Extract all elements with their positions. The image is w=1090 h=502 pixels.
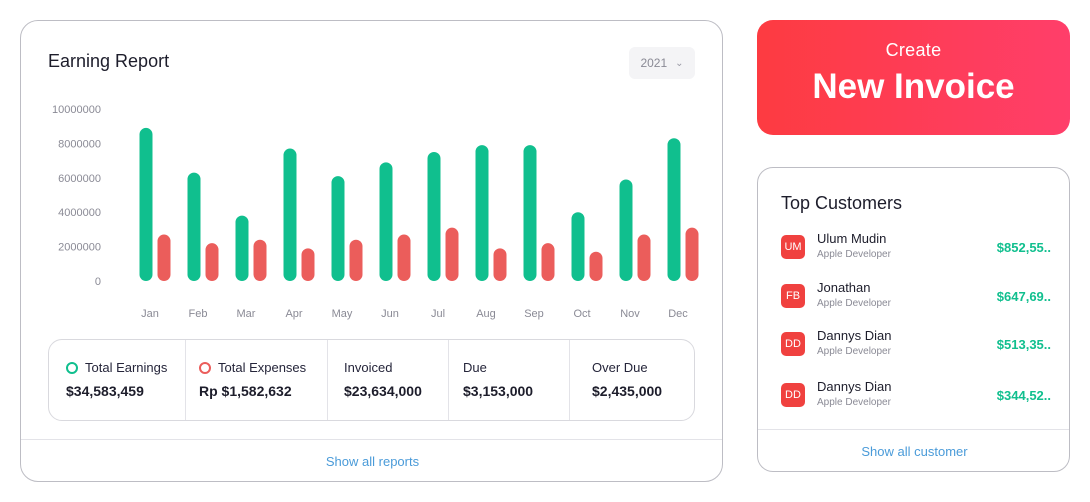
customers-title: Top Customers: [781, 193, 903, 213]
x-tick-label: Jun: [381, 308, 399, 320]
overdue-label: Over Due: [592, 360, 648, 375]
x-tick-label: Jan: [141, 308, 159, 320]
customer-role: Apple Developer: [817, 298, 891, 309]
customer-role: Apple Developer: [817, 346, 891, 357]
bar-expenses: [685, 227, 699, 281]
summary-overdue: Over Due $2,435,000: [570, 340, 694, 420]
earnings-legend-icon: [66, 361, 78, 374]
x-tick-label: Nov: [620, 308, 640, 320]
avatar: DD: [781, 332, 805, 356]
bar-expenses: [157, 234, 171, 281]
show-all-customers-link[interactable]: Show all customer: [861, 444, 968, 459]
customer-row[interactable]: DD Dannys Dian Apple Developer $513,35..: [781, 328, 1051, 364]
earnings-value: $34,583,459: [66, 383, 144, 399]
x-tick-label: Dec: [668, 308, 688, 320]
summary-expenses: Total Expenses Rp $1,582,632: [186, 340, 328, 420]
bar-expenses: [589, 251, 603, 281]
bar-earnings: [139, 127, 153, 281]
expenses-value: Rp $1,582,632: [199, 383, 292, 399]
earning-chart: 10000000 8000000 6000000 4000000 2000000 0 Jan…: [52, 104, 699, 320]
overdue-value: $2,435,000: [592, 383, 663, 399]
customer-amount: $647,69..: [996, 289, 1051, 304]
bar-earnings: [523, 145, 537, 281]
customer-row[interactable]: DD Dannys Dian Apple Developer $344,52..: [781, 379, 1051, 415]
report-footer: Show all reports: [21, 439, 722, 481]
bar-earnings: [619, 179, 633, 281]
y-tick-label: 2000000: [58, 242, 101, 254]
y-tick-label: 0: [95, 276, 101, 288]
customer-row[interactable]: FB Jonathan Apple Developer $647,69..: [781, 280, 1051, 316]
expenses-legend-icon: [199, 361, 211, 374]
summary-due: Due $3,153,000: [449, 340, 570, 420]
year-select[interactable]: 2021 ⌄: [629, 47, 695, 79]
chevron-down-icon: ⌄: [675, 57, 684, 69]
customer-name: Dannys Dian: [817, 328, 892, 343]
bar-earnings: [571, 212, 585, 281]
bar-earnings: [379, 162, 393, 281]
customers-footer: Show all customer: [758, 429, 1069, 471]
bar-expenses: [205, 243, 219, 281]
customer-role: Apple Developer: [817, 397, 891, 408]
x-tick-label: Mar: [237, 308, 256, 320]
bar-earnings: [331, 176, 345, 281]
summary-earnings: Total Earnings $34,583,459: [49, 340, 186, 420]
create-invoice-button[interactable]: Create New Invoice: [757, 20, 1070, 135]
new-invoice-label: New Invoice: [812, 67, 1015, 106]
summary-invoiced: Invoiced $23,634,000: [328, 340, 449, 420]
customer-role: Apple Developer: [817, 249, 891, 260]
y-tick-label: 8000000: [58, 138, 101, 150]
create-label: Create: [885, 40, 942, 60]
y-tick-label: 6000000: [58, 173, 101, 185]
report-title: Earning Report: [48, 51, 170, 71]
top-customers-card: Top Customers UM Ulum Mudin Apple Develo…: [757, 167, 1070, 472]
expenses-label: Total Expenses: [218, 360, 307, 375]
show-all-reports-link[interactable]: Show all reports: [325, 454, 420, 469]
avatar: DD: [781, 383, 805, 407]
bar-expenses: [397, 234, 411, 281]
bar-expenses: [637, 234, 651, 281]
x-tick-label: Aug: [476, 308, 496, 320]
y-tick-label: 10000000: [52, 104, 101, 116]
summary-panel: Total Earnings $34,583,459 Total Expense…: [48, 339, 695, 421]
customer-row[interactable]: UM Ulum Mudin Apple Developer $852,55..: [781, 231, 1051, 267]
x-tick-label: Jul: [431, 308, 445, 320]
invoiced-label: Invoiced: [344, 360, 393, 375]
bar-earnings: [235, 215, 249, 281]
customer-name: Ulum Mudin: [817, 231, 887, 246]
bar-expenses: [301, 248, 315, 281]
customer-name: Dannys Dian: [817, 379, 892, 394]
customer-amount: $852,55..: [996, 240, 1051, 255]
year-select-value: 2021: [640, 56, 668, 70]
bar-expenses: [541, 243, 555, 281]
customer-amount: $344,52..: [996, 388, 1051, 403]
earnings-label: Total Earnings: [85, 360, 168, 375]
x-tick-label: Feb: [189, 308, 208, 320]
bar-earnings: [283, 148, 297, 281]
avatar: FB: [781, 284, 805, 308]
bar-expenses: [445, 227, 459, 281]
x-tick-label: Apr: [285, 308, 302, 320]
bar-earnings: [667, 138, 681, 281]
y-tick-label: 4000000: [58, 207, 101, 219]
x-tick-label: Sep: [524, 308, 544, 320]
bar-expenses: [253, 239, 267, 281]
bar-earnings: [475, 145, 489, 281]
due-value: $3,153,000: [463, 383, 534, 399]
bar-expenses: [349, 239, 363, 281]
bar-earnings: [187, 172, 201, 281]
bar-earnings: [427, 152, 441, 281]
invoiced-value: $23,634,000: [344, 383, 422, 399]
customer-name: Jonathan: [817, 280, 871, 295]
avatar: UM: [781, 235, 805, 259]
x-tick-label: May: [332, 308, 353, 320]
earning-report-card: Earning Report 2021 ⌄ 10000000 8000000 600…: [20, 20, 723, 482]
x-tick-label: Oct: [573, 308, 590, 320]
bar-expenses: [493, 248, 507, 281]
customer-amount: $513,35..: [996, 337, 1051, 352]
due-label: Due: [463, 360, 487, 375]
